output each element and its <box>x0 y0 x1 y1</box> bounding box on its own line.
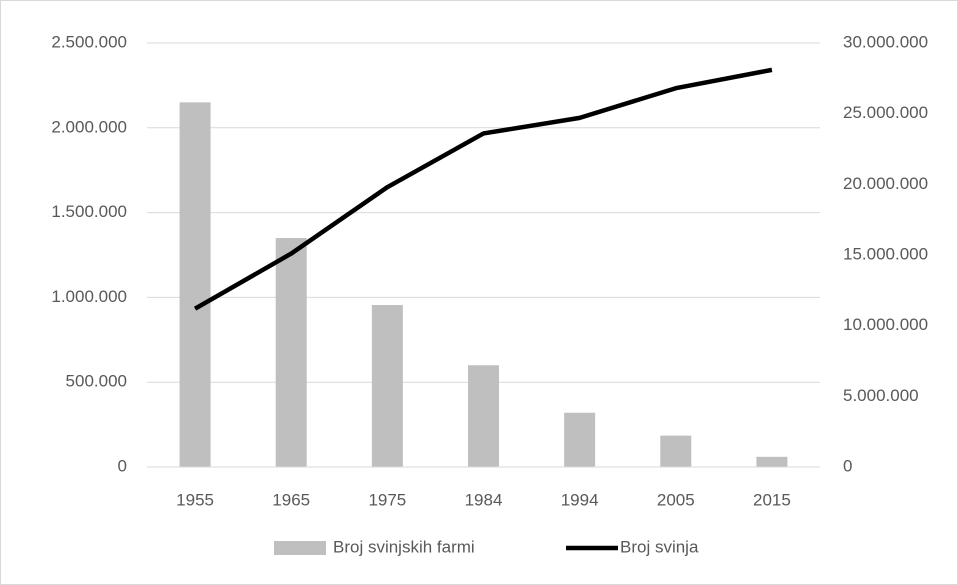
y2-tick-label: 5.000.000 <box>843 386 919 405</box>
legend-label: Broj svinja <box>620 537 699 556</box>
bar <box>371 305 403 467</box>
y2-tick-label: 0 <box>843 456 852 475</box>
bar <box>756 456 788 467</box>
x-tick-label: 1994 <box>561 490 599 509</box>
y2-tick-label: 10.000.000 <box>843 315 928 334</box>
x-tick-label: 1984 <box>465 490 503 509</box>
x-tick-label: 1955 <box>176 490 214 509</box>
y-tick-label: 1.000.000 <box>51 287 127 306</box>
bar <box>564 412 596 467</box>
x-tick-label: 1965 <box>272 490 310 509</box>
y-tick-label: 2.500.000 <box>51 32 127 51</box>
legend-swatch <box>274 541 326 555</box>
x-tick-label: 2015 <box>753 490 791 509</box>
y-tick-label: 0 <box>118 456 127 475</box>
bar <box>468 365 499 467</box>
y-tick-label: 500.000 <box>66 372 127 391</box>
y-tick-label: 1.500.000 <box>51 202 127 221</box>
y2-tick-label: 15.000.000 <box>843 244 928 263</box>
y-tick-label: 2.000.000 <box>51 117 127 136</box>
bar <box>179 102 211 468</box>
legend-label: Broj svinjskih farmi <box>333 537 475 556</box>
y2-tick-label: 30.000.000 <box>843 32 928 51</box>
line <box>193 67 773 311</box>
bar <box>275 238 307 467</box>
y2-tick-label: 20.000.000 <box>843 174 928 193</box>
bar <box>660 435 692 467</box>
x-tick-label: 2005 <box>657 490 695 509</box>
x-tick-label: 1975 <box>368 490 406 509</box>
y2-tick-label: 25.000.000 <box>843 103 928 122</box>
